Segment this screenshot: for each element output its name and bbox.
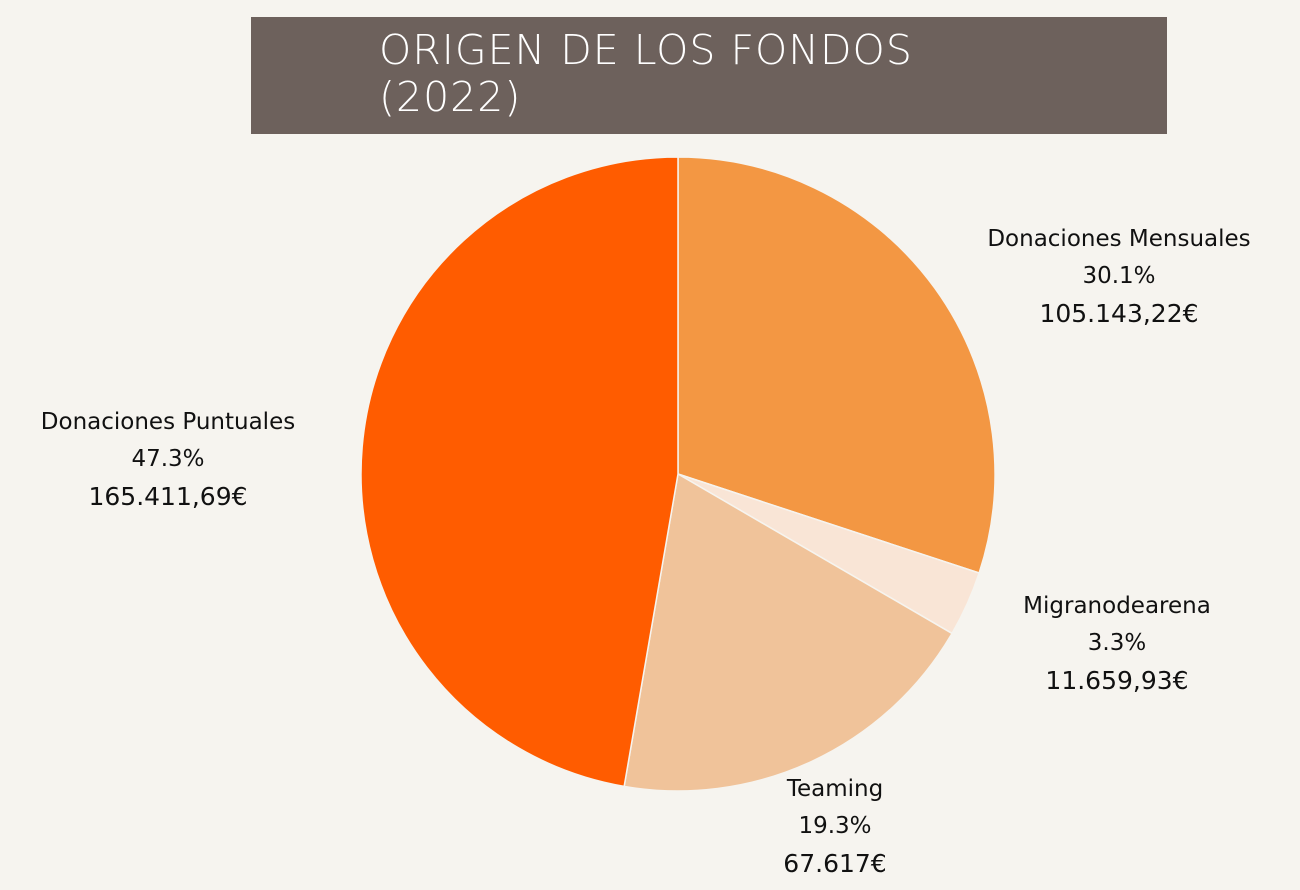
slice-percent: 19.3% <box>798 813 872 839</box>
slice-percent: 47.3% <box>131 446 205 472</box>
pie-slice-teaming <box>623 472 954 792</box>
pie-slice-donaciones-mensuales <box>677 156 996 574</box>
slice-percent: 3.3% <box>1087 630 1147 656</box>
slice-name: Donaciones Mensuales <box>987 226 1251 252</box>
slice-percent: 30.1% <box>1082 263 1156 289</box>
label-donaciones-mensuales: Donaciones Mensuales 30.1% 105.143,22€ <box>987 221 1250 332</box>
label-teaming: Teaming 19.3% 67.617€ <box>783 771 886 882</box>
pie-slice-donaciones-puntuales <box>360 156 679 788</box>
slice-amount: 105.143,22€ <box>1039 299 1199 328</box>
title-banner: ORIGEN DE LOS FONDOS (2022) <box>251 17 1167 134</box>
chart-title: ORIGEN DE LOS FONDOS (2022) <box>379 26 913 121</box>
label-donaciones-puntuales: Donaciones Puntuales 47.3% 165.411,69€ <box>41 404 295 515</box>
slice-name: Migranodearena <box>1023 593 1211 619</box>
slice-amount: 67.617€ <box>783 849 887 878</box>
slice-name: Donaciones Puntuales <box>40 409 296 435</box>
slice-amount: 11.659,93€ <box>1045 666 1189 695</box>
slice-amount: 165.411,69€ <box>88 482 248 511</box>
slice-name: Teaming <box>786 776 884 802</box>
label-migranodearena: Migranodearena 3.3% 11.659,93€ <box>1023 588 1211 699</box>
